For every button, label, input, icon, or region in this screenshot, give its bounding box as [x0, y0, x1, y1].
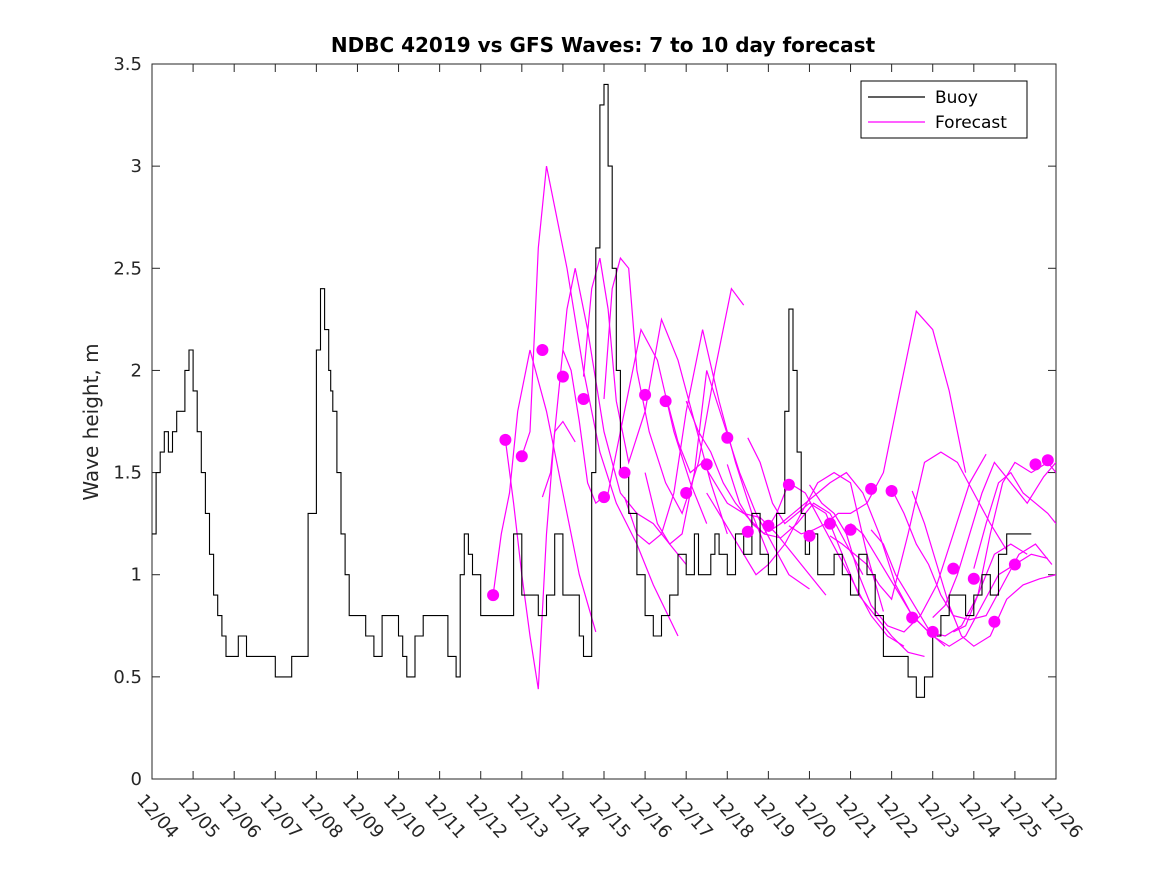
forecast-series-line	[809, 453, 987, 633]
y-tick-label: 3.5	[113, 54, 142, 75]
y-axis-label: Wave height, m	[79, 343, 103, 500]
forecast-marker	[1029, 458, 1042, 471]
forecast-marker	[988, 615, 1001, 628]
forecast-marker	[906, 611, 919, 624]
legend: Buoy Forecast	[860, 80, 1028, 139]
y-tick-label: 0.5	[113, 667, 142, 688]
forecast-series-line	[504, 420, 576, 690]
forecast-marker	[577, 393, 590, 405]
y-tick-label: 2	[131, 360, 142, 381]
forecast-marker	[659, 395, 672, 408]
forecast-marker	[499, 433, 512, 446]
forecast-series-line	[706, 471, 884, 612]
legend-entry-forecast: Forecast	[935, 113, 1007, 133]
forecast-marker	[639, 388, 652, 401]
forecast-marker	[536, 344, 549, 356]
forecast-series-line	[911, 490, 1056, 647]
forecast-series-line	[623, 329, 769, 555]
forecast-series-line	[932, 461, 1056, 619]
forecast-marker	[487, 589, 500, 602]
y-tick-label: 1.5	[113, 463, 142, 484]
forecast-marker	[721, 431, 734, 444]
forecast-marker	[947, 562, 960, 575]
y-tick-label: 2.5	[113, 258, 142, 279]
forecast-series-line	[562, 327, 708, 524]
forecast-series-line	[582, 257, 728, 535]
forecast-marker	[844, 523, 857, 536]
forecast-series-line	[829, 451, 1008, 601]
forecast-marker	[1041, 454, 1054, 467]
forecast-marker	[515, 450, 528, 463]
forecast-series-line	[521, 165, 679, 637]
forecast-marker	[598, 491, 610, 504]
forecast-marker	[926, 625, 939, 638]
forecast-series-line	[973, 471, 1056, 569]
y-tick-label: 1	[131, 565, 142, 586]
forecast-series-line	[492, 349, 597, 633]
legend-entry-buoy: Buoy	[935, 88, 978, 108]
forecast-marker	[1008, 558, 1021, 571]
y-tick-label: 0	[131, 769, 142, 790]
forecast-series-line	[891, 488, 1053, 621]
forecast-marker	[556, 370, 569, 383]
forecast-marker	[618, 466, 631, 479]
forecast-marker	[741, 525, 754, 538]
buoy-series-line	[152, 83, 1032, 698]
forecast-marker	[824, 517, 836, 530]
forecast-marker	[680, 487, 693, 499]
forecast-marker	[762, 519, 775, 532]
chart-title: NDBC 42019 vs GFS Waves: 7 to 10 day for…	[331, 33, 876, 57]
forecast-series-line	[665, 394, 827, 596]
forecast-marker	[700, 458, 713, 471]
forecast-marker	[865, 482, 878, 495]
forecast-marker	[885, 485, 898, 497]
forecast-series-line	[644, 370, 810, 590]
forecast-series-line	[788, 309, 967, 535]
forecast-series-line	[603, 256, 745, 515]
y-tick-label: 3	[131, 156, 142, 177]
forecast-marker	[967, 572, 980, 585]
forecast-series-line	[747, 437, 925, 657]
forecast-marker	[782, 478, 795, 491]
forecast-marker	[803, 529, 816, 542]
